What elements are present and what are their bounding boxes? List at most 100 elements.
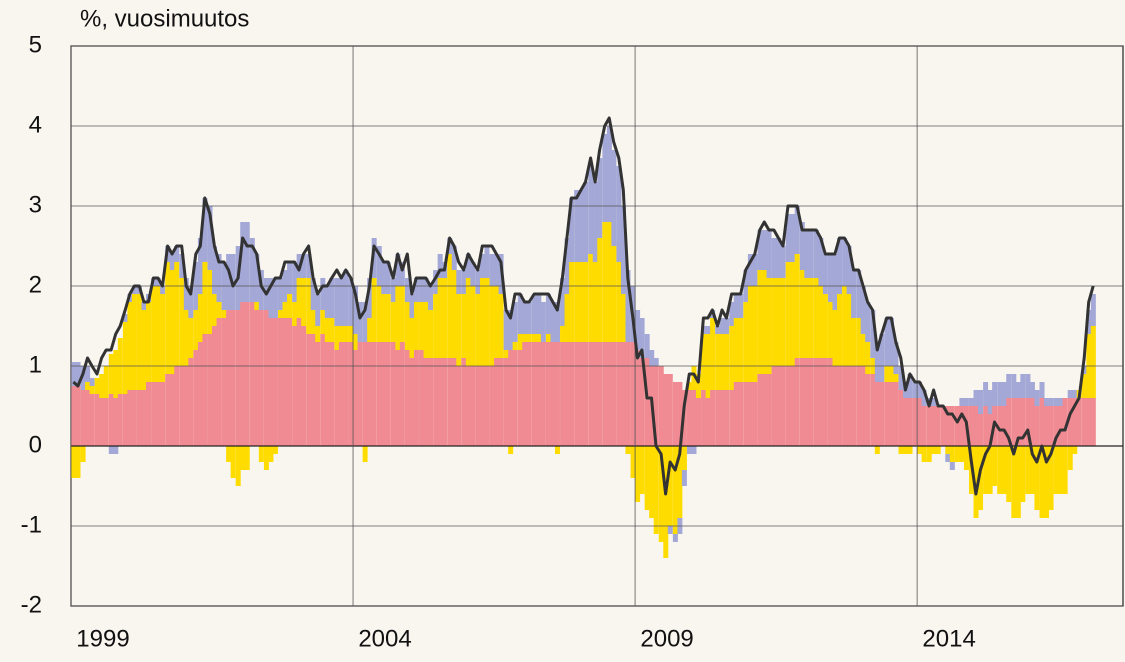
bar-segment bbox=[108, 354, 114, 394]
bar-segment bbox=[574, 262, 580, 342]
bar-segment bbox=[1011, 446, 1017, 518]
bar-segment bbox=[545, 342, 551, 446]
bar-segment bbox=[278, 278, 284, 310]
bar-segment bbox=[179, 366, 185, 446]
bar-segment bbox=[949, 406, 955, 446]
bar-segment bbox=[578, 190, 584, 262]
bar-segment bbox=[959, 406, 965, 446]
bar-segment bbox=[715, 390, 721, 446]
bar-segment bbox=[362, 446, 368, 462]
y-tick-label: 5 bbox=[29, 31, 42, 58]
y-tick-label: 0 bbox=[29, 431, 42, 458]
bar-segment bbox=[837, 366, 843, 446]
bar-segment bbox=[1053, 398, 1059, 406]
bar-segment bbox=[475, 294, 481, 366]
bar-segment bbox=[367, 278, 373, 318]
bar-segment bbox=[898, 366, 904, 390]
bar-segment bbox=[512, 350, 518, 446]
bar-segment bbox=[146, 302, 152, 382]
bar-segment bbox=[399, 262, 405, 286]
bar-segment bbox=[278, 310, 284, 318]
bar-segment bbox=[992, 382, 998, 406]
bar-segment bbox=[423, 358, 429, 446]
bar-segment bbox=[221, 310, 227, 318]
bar-segment bbox=[606, 126, 612, 222]
bar-segment bbox=[724, 390, 730, 446]
bar-segment bbox=[569, 262, 575, 342]
bar-segment bbox=[691, 446, 697, 454]
bar-segment bbox=[197, 342, 203, 446]
bar-segment bbox=[526, 302, 532, 334]
bar-segment bbox=[940, 406, 946, 446]
bar-segment bbox=[804, 278, 810, 358]
bar-segment bbox=[569, 198, 575, 262]
bar-segment bbox=[625, 446, 631, 454]
bar-segment bbox=[921, 406, 927, 446]
bar-segment bbox=[799, 358, 805, 446]
bar-segment bbox=[813, 278, 819, 358]
bar-segment bbox=[442, 278, 448, 358]
bar-segment bbox=[263, 310, 269, 446]
bar-segment bbox=[620, 206, 626, 294]
bar-segment bbox=[893, 374, 899, 382]
bar-segment bbox=[1076, 398, 1082, 446]
bar-segment bbox=[1011, 398, 1017, 446]
bar-segment bbox=[983, 382, 989, 406]
bar-segment bbox=[907, 374, 913, 398]
bar-segment bbox=[987, 446, 993, 494]
bar-segment bbox=[390, 342, 396, 446]
bar-segment bbox=[799, 222, 805, 270]
bar-segment bbox=[1062, 398, 1068, 446]
bar-segment bbox=[837, 294, 843, 366]
bar-segment bbox=[695, 374, 701, 398]
bar-segment bbox=[1081, 374, 1087, 398]
bar-segment bbox=[752, 286, 758, 382]
bar-segment bbox=[997, 382, 1003, 406]
bar-segment bbox=[898, 390, 904, 446]
bar-segment bbox=[804, 230, 810, 278]
bar-segment bbox=[320, 278, 326, 310]
bar-segment bbox=[695, 398, 701, 446]
bar-segment bbox=[837, 238, 843, 294]
bar-segment bbox=[860, 366, 866, 446]
bar-segment bbox=[583, 262, 589, 342]
bar-segment bbox=[334, 326, 340, 350]
bar-segment bbox=[738, 318, 744, 382]
bar-segment bbox=[381, 294, 387, 342]
bar-segment bbox=[428, 358, 434, 446]
bar-segment bbox=[240, 222, 246, 302]
bar-segment bbox=[752, 254, 758, 286]
bar-segment bbox=[667, 374, 673, 446]
bar-segment bbox=[113, 446, 119, 454]
bar-segment bbox=[969, 398, 975, 406]
bar-segment bbox=[390, 302, 396, 342]
bar-segment bbox=[268, 278, 274, 318]
bar-segment bbox=[1048, 406, 1054, 446]
bar-segment bbox=[949, 446, 955, 462]
bar-segment bbox=[997, 446, 1003, 494]
bar-segment bbox=[973, 390, 979, 406]
bar-segment bbox=[94, 394, 100, 446]
bar-segment bbox=[733, 318, 739, 382]
bar-segment bbox=[969, 406, 975, 446]
bar-segment bbox=[108, 446, 114, 454]
bar-segment bbox=[292, 326, 298, 446]
bar-segment bbox=[752, 382, 758, 446]
bar-segment bbox=[357, 342, 363, 446]
bar-segment bbox=[917, 382, 923, 398]
bar-segment bbox=[367, 318, 373, 342]
bar-segment bbox=[413, 302, 419, 350]
bar-segment bbox=[517, 334, 523, 350]
bar-segment bbox=[131, 286, 137, 294]
bar-segment bbox=[691, 390, 697, 446]
bar-segment bbox=[165, 374, 171, 446]
bar-segment bbox=[371, 278, 377, 342]
bar-segment bbox=[987, 390, 993, 414]
bar-segment bbox=[489, 366, 495, 446]
bar-segment bbox=[315, 326, 321, 342]
bar-segment bbox=[268, 318, 274, 446]
bar-segment bbox=[1053, 446, 1059, 494]
bar-segment bbox=[1011, 374, 1017, 398]
bar-segment bbox=[865, 302, 871, 342]
bar-segment bbox=[917, 398, 923, 446]
